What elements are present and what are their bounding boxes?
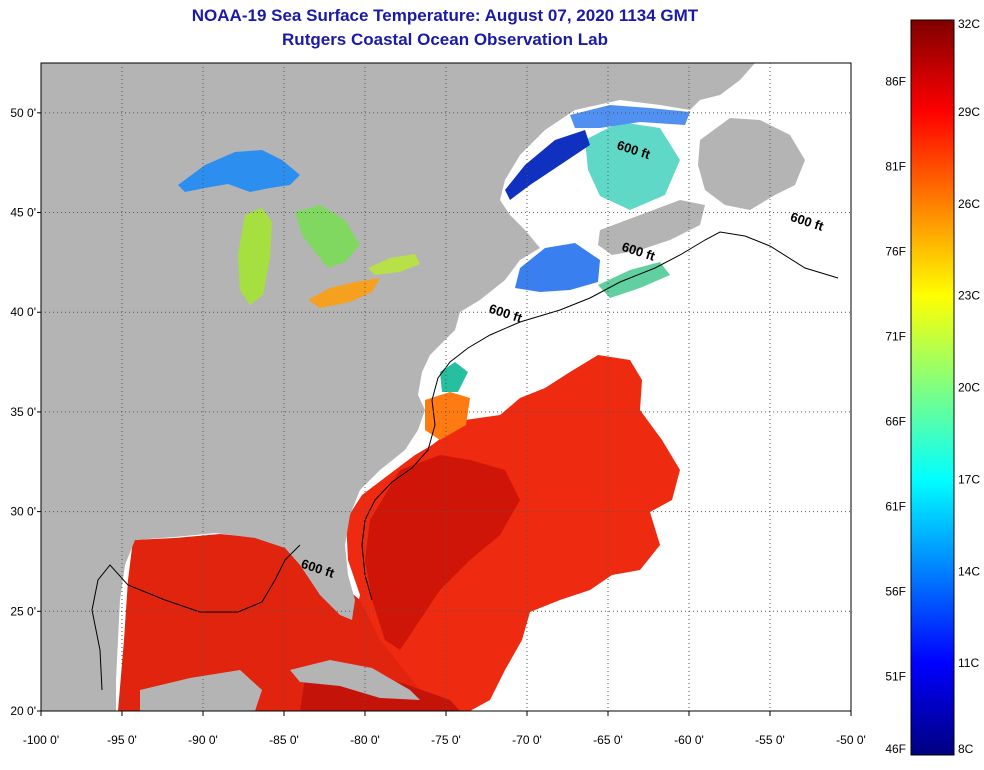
lat-tick-label: 30 0' [10, 505, 36, 519]
colorbar-celsius-label: 32C [958, 17, 980, 31]
newfoundland-land [698, 118, 805, 210]
lon-tick-label: -50 0' [836, 733, 866, 747]
sst-gulf-of-st-lawrence [585, 122, 680, 210]
sst-atlantic-warm [346, 355, 680, 711]
graticule [41, 63, 851, 711]
lake-huron [295, 205, 360, 268]
lon-tick-label: -55 0' [755, 733, 785, 747]
cuba-land [290, 660, 420, 700]
isobath-600ft [361, 231, 839, 601]
colorbar-fahrenheit-label: 56F [885, 585, 906, 599]
lat-tick-label: 35 0' [10, 405, 36, 419]
yucatan-land [140, 670, 262, 711]
colorbar-fahrenheit-label: 46F [885, 742, 906, 756]
colorbar [910, 19, 955, 756]
isobath-600ft-gulf [91, 544, 301, 691]
map-subtitle: Rutgers Coastal Ocean Observation Lab [282, 30, 608, 49]
lon-tick-label: -75 0' [431, 733, 461, 747]
sst-atlantic-hot [365, 455, 520, 650]
lon-tick-label: -90 0' [188, 733, 218, 747]
sst-gulf-of-maine [515, 243, 600, 292]
north-america-land [41, 63, 755, 711]
sst-st-lawrence-estuary [505, 130, 590, 200]
colorbar-labels: 8C 11C 14C 17C 20C 23C 26C 29C 32C 46F 51F 56F 61F 66… [885, 17, 980, 756]
colorbar-celsius-label: 14C [958, 564, 980, 578]
lon-tick-label: -60 0' [674, 733, 704, 747]
nova-scotia-land [598, 200, 705, 255]
lon-tick-label: -85 0' [269, 733, 299, 747]
colorbar-celsius-label: 23C [958, 289, 980, 303]
lat-tick-label: 40 0' [10, 305, 36, 319]
colorbar-fahrenheit-label: 86F [885, 74, 906, 88]
axis-ticks: -100 0' -95 0' -90 0' -85 0' -80 0' -75 0' -70… [10, 106, 865, 747]
colorbar-celsius-label: 11C [958, 656, 979, 670]
sst-scotian-shelf [598, 262, 670, 298]
colorbar-celsius-label: 20C [958, 381, 980, 395]
lake-superior [178, 150, 300, 192]
sst-nc-coastal [425, 392, 470, 440]
colorbar-celsius-label: 8C [958, 742, 974, 756]
lake-michigan [238, 208, 272, 305]
lon-tick-label: -95 0' [107, 733, 137, 747]
map-title: NOAA-19 Sea Surface Temperature: August … [191, 6, 699, 25]
colorbar-celsius-label: 26C [958, 197, 980, 211]
lat-tick-label: 50 0' [10, 106, 36, 120]
lon-tick-label: -80 0' [350, 733, 380, 747]
colorbar-fahrenheit-label: 81F [885, 159, 906, 173]
lake-erie [308, 278, 380, 308]
colorbar-fahrenheit-label: 51F [885, 670, 906, 684]
lake-ontario [368, 254, 420, 275]
colorbar-fahrenheit-label: 76F [885, 244, 906, 258]
lat-tick-label: 45 0' [10, 206, 36, 220]
sst-midatlantic-shelf [440, 362, 468, 392]
colorbar-fahrenheit-label: 66F [885, 415, 906, 429]
colorbar-fahrenheit-label: 61F [885, 500, 906, 514]
colorbar-fahrenheit-label: 71F [885, 329, 906, 343]
lat-tick-label: 25 0' [10, 604, 36, 618]
lat-tick-label: 20 0' [10, 704, 36, 718]
colorbar-celsius-label: 29C [958, 105, 980, 119]
colorbar-celsius-label: 17C [958, 472, 980, 486]
lon-tick-label: -100 0' [23, 733, 59, 747]
lon-tick-label: -65 0' [593, 733, 623, 747]
lon-tick-label: -70 0' [512, 733, 542, 747]
sst-labrador-coast [570, 105, 690, 128]
